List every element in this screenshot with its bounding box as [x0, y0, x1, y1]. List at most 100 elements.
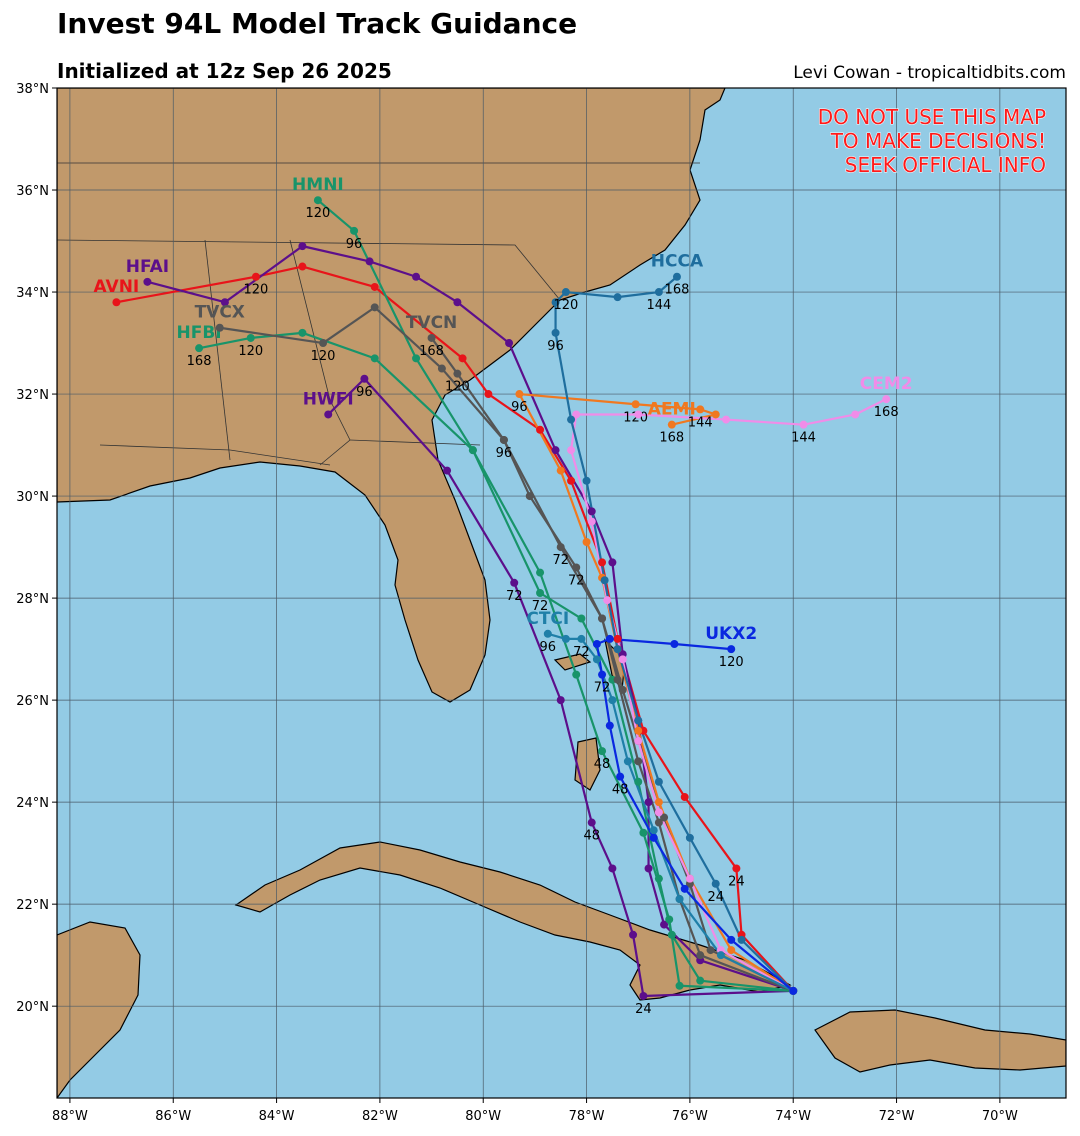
- track-point: [608, 696, 617, 705]
- track-point: [556, 466, 565, 475]
- track-point: [551, 446, 560, 455]
- track-point: [654, 777, 663, 786]
- x-tick-label: 74°W: [775, 1109, 811, 1124]
- x-tick-label: 76°W: [672, 1109, 708, 1124]
- hour-label: 168: [659, 431, 684, 446]
- x-tick-label: 86°W: [155, 1109, 191, 1124]
- track-point: [437, 364, 446, 373]
- track-point: [727, 645, 736, 654]
- track-point: [727, 935, 736, 944]
- y-tick-label: 26°N: [16, 694, 49, 709]
- model-name: AEMI: [648, 400, 696, 420]
- model-name: HFBI: [177, 323, 222, 343]
- track-point: [427, 333, 436, 342]
- track-point: [515, 390, 524, 399]
- hour-label: 72: [573, 645, 590, 660]
- hour-label: 96: [356, 385, 373, 400]
- y-tick-label: 20°N: [16, 1000, 49, 1015]
- track-point: [324, 410, 333, 419]
- hour-label: 24: [635, 1002, 652, 1017]
- hour-label: 48: [612, 783, 629, 798]
- frame: [56, 87, 1067, 1099]
- track-point: [572, 410, 581, 419]
- track-point: [737, 935, 746, 944]
- warning-text: DO NOT USE THIS MAP: [818, 105, 1046, 129]
- y-tick-label: 24°N: [16, 796, 49, 811]
- hour-label: 72: [506, 589, 523, 604]
- state-border: [349, 439, 481, 446]
- track-point: [603, 596, 612, 605]
- track-point: [567, 476, 576, 485]
- map-area: 24120AVNIHFAI24487296HWFI7296120HMNI4812…: [57, 88, 1066, 1098]
- track-point: [592, 655, 601, 664]
- track-point: [572, 670, 581, 679]
- track-point: [644, 798, 653, 807]
- track-point: [605, 721, 614, 730]
- x-tick-label: 80°W: [465, 1109, 501, 1124]
- track-point: [592, 640, 601, 649]
- track-point: [143, 277, 152, 286]
- track-point: [634, 716, 643, 725]
- y-tick-label: 36°N: [16, 184, 49, 199]
- track-point: [670, 640, 679, 649]
- track-point: [510, 578, 519, 587]
- hour-label: 96: [346, 237, 363, 252]
- hour-label: 72: [568, 573, 585, 588]
- track-point: [370, 282, 379, 291]
- track-point: [598, 558, 607, 567]
- track-point: [608, 864, 617, 873]
- track-point: [556, 543, 565, 552]
- track-point: [696, 951, 705, 960]
- track-point: [722, 415, 731, 424]
- track-point: [654, 874, 663, 883]
- track-point: [672, 272, 681, 281]
- x-tick-label: 82°W: [362, 1109, 398, 1124]
- x-tick-label: 84°W: [259, 1109, 295, 1124]
- track-point: [654, 808, 663, 817]
- track-point: [561, 288, 570, 297]
- state-border: [99, 444, 331, 466]
- track-point: [618, 655, 627, 664]
- track-point: [453, 298, 462, 307]
- track-point: [577, 634, 586, 643]
- track-line: [547, 632, 794, 992]
- hour-label: 144: [688, 415, 713, 430]
- model-name: CTCI: [526, 609, 569, 629]
- track-point: [453, 369, 462, 378]
- track-point: [525, 492, 534, 501]
- hour-label: 96: [540, 640, 557, 655]
- track-point: [458, 354, 467, 363]
- hour-label: 120: [238, 344, 263, 359]
- hour-label: 120: [553, 298, 578, 313]
- track-point: [220, 298, 229, 307]
- track-point: [587, 517, 596, 526]
- y-tick-label: 38°N: [16, 82, 49, 97]
- y-tick-label: 32°N: [16, 388, 49, 403]
- track-point: [319, 339, 328, 348]
- track-point: [706, 946, 715, 955]
- track-point: [649, 826, 658, 835]
- track-point: [605, 634, 614, 643]
- axes: 88°W 86°W 84°W 82°W 80°W 78°W 76°W 74°W 72°W 70°W…: [16, 82, 1018, 1124]
- credit: Levi Cowan - tropicaltidbits.com: [793, 63, 1066, 83]
- model-name: CEM2: [860, 374, 913, 394]
- track-point: [608, 558, 617, 567]
- track-point: [711, 879, 720, 888]
- track-point: [365, 257, 374, 266]
- track-point: [587, 818, 596, 827]
- track-point: [882, 395, 891, 404]
- track-point: [536, 568, 545, 577]
- hour-label: 72: [594, 681, 611, 696]
- model-name: UKX2: [705, 624, 757, 644]
- track-point: [298, 328, 307, 337]
- track-point: [799, 420, 808, 429]
- y-tick-label: 34°N: [16, 286, 49, 301]
- track-point: [246, 333, 255, 342]
- track-point: [732, 864, 741, 873]
- track-point: [536, 425, 545, 434]
- track-point: [685, 833, 694, 842]
- track-point: [468, 446, 477, 455]
- track-point: [667, 930, 676, 939]
- track-point: [660, 920, 669, 929]
